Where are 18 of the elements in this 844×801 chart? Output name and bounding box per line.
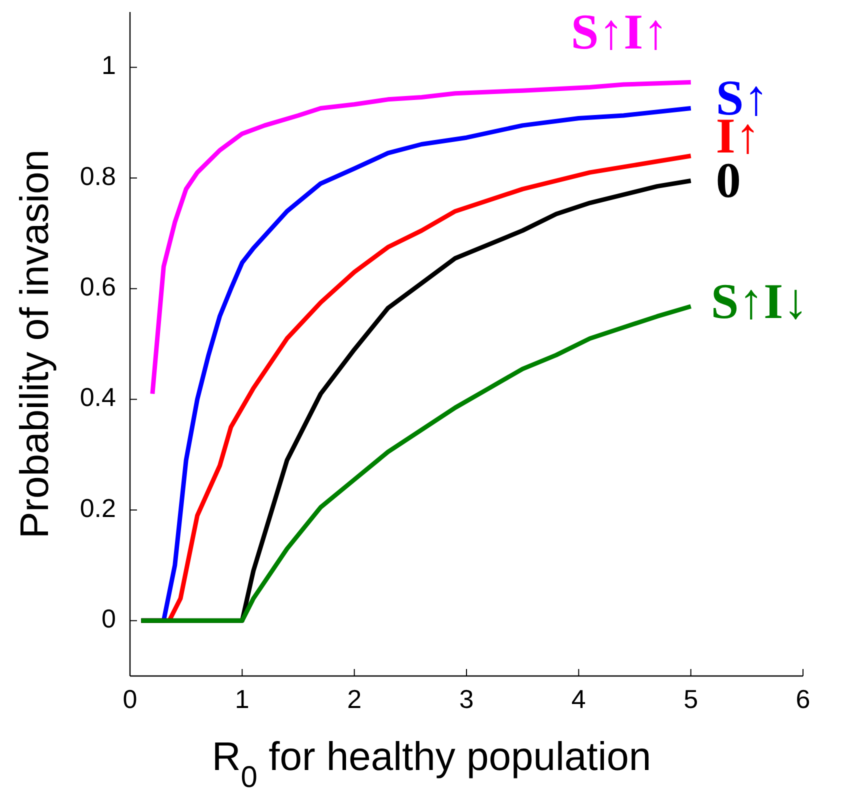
- x-tick-label: 4: [571, 684, 586, 714]
- y-tick-label: 0.6: [80, 272, 116, 302]
- y-tick-label: 0.2: [80, 492, 116, 523]
- y-tick-label: 1: [102, 50, 116, 80]
- x-tick-label: 2: [347, 684, 362, 714]
- series-label: 0: [716, 152, 741, 208]
- y-tick-label: 0.4: [80, 382, 116, 412]
- y-axis-title: Probability of invasion: [13, 149, 57, 539]
- x-tick-label: 1: [234, 684, 250, 714]
- y-tick-label: 0: [102, 604, 116, 634]
- x-tick-label: 6: [796, 684, 810, 714]
- y-tick-label: 0.8: [80, 160, 116, 191]
- x-axis-title: R$_{0}$ for healthy population: [212, 735, 652, 794]
- x-tick-label: 3: [459, 684, 474, 714]
- series-label: S↑I↑: [570, 4, 668, 60]
- x-tick-label: 5: [684, 684, 698, 714]
- series-label: S↑I↓: [710, 272, 808, 329]
- x-tick-label: 0: [122, 684, 138, 714]
